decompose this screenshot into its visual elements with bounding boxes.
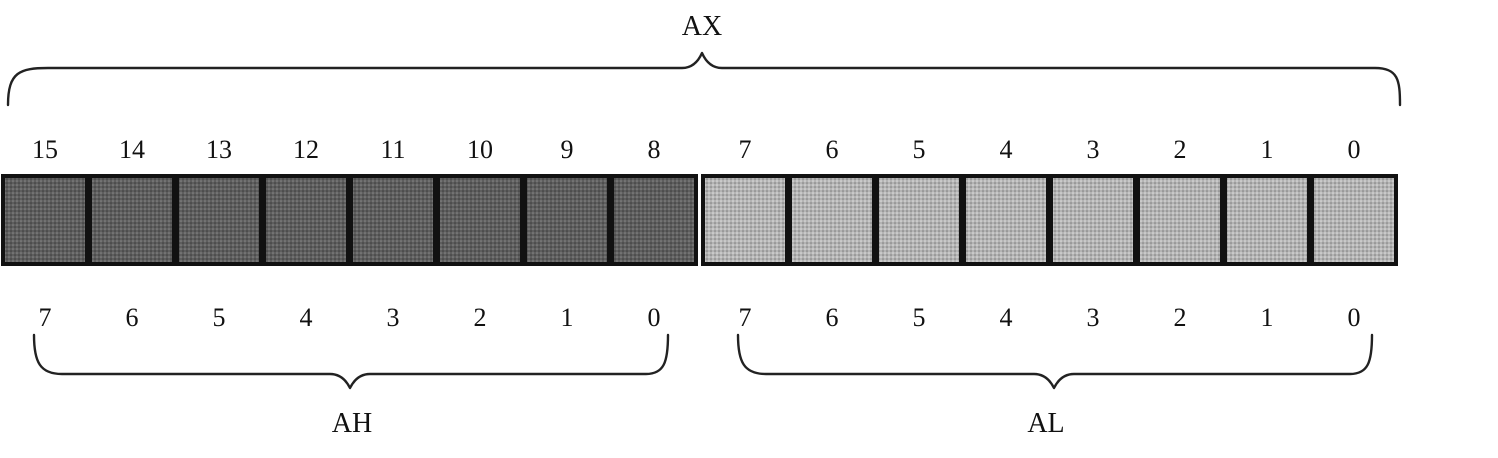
ax-bit-label-14: 14 — [119, 135, 145, 164]
al-byte-cells — [701, 174, 1398, 266]
ah-bit-label-4: 4 — [300, 303, 313, 332]
bit-cell-14 — [88, 174, 176, 266]
bit-cell-3 — [1049, 174, 1137, 266]
bit-cell-12 — [262, 174, 350, 266]
bit-cell-9 — [523, 174, 611, 266]
bit-cell-10 — [436, 174, 524, 266]
ax-bit-label-9: 9 — [561, 135, 574, 164]
bit-cell-6 — [788, 174, 876, 266]
bit-cell-4 — [962, 174, 1050, 266]
al-bit-label-0: 0 — [1348, 303, 1361, 332]
bit-cell-7 — [701, 174, 789, 266]
ax-label: AX — [682, 11, 722, 42]
al-bit-label-2: 2 — [1174, 303, 1187, 332]
ah-bit-labels: 7 6 5 4 3 2 1 0 — [39, 303, 661, 332]
bit-cell-15 — [1, 174, 89, 266]
ah-label: AH — [332, 408, 372, 439]
ax-bit-label-12: 12 — [293, 135, 319, 164]
al-bit-label-7: 7 — [739, 303, 752, 332]
al-brace — [736, 333, 1374, 390]
ax-bit-label-6: 6 — [826, 135, 839, 164]
al-label: AL — [1027, 408, 1064, 439]
al-bit-label-5: 5 — [913, 303, 926, 332]
ax-bit-label-4: 4 — [1000, 135, 1013, 164]
ax-bit-label-5: 5 — [913, 135, 926, 164]
ax-bit-label-8: 8 — [648, 135, 661, 164]
ah-bit-label-6: 6 — [126, 303, 139, 332]
al-bit-label-4: 4 — [1000, 303, 1013, 332]
ax-brace — [6, 51, 1402, 107]
bit-cell-5 — [875, 174, 963, 266]
bit-cell-2 — [1136, 174, 1224, 266]
ah-bit-label-1: 1 — [561, 303, 574, 332]
bit-cell-13 — [175, 174, 263, 266]
ah-bit-label-0: 0 — [648, 303, 661, 332]
al-bit-label-1: 1 — [1261, 303, 1274, 332]
ah-bit-label-7: 7 — [39, 303, 52, 332]
bit-cell-11 — [349, 174, 437, 266]
bit-cell-0 — [1310, 174, 1398, 266]
ah-bit-label-2: 2 — [474, 303, 487, 332]
bit-cell-1 — [1223, 174, 1311, 266]
ah-bit-label-5: 5 — [213, 303, 226, 332]
ah-byte-cells — [1, 174, 698, 266]
ax-bit-label-3: 3 — [1087, 135, 1100, 164]
ah-brace — [32, 333, 670, 390]
ax-bit-label-15: 15 — [32, 135, 58, 164]
al-bit-label-3: 3 — [1087, 303, 1100, 332]
ax-bit-label-11: 11 — [380, 135, 405, 164]
ax-bit-labels: 15 14 13 12 11 10 9 8 7 6 5 4 3 2 1 0 — [32, 135, 1361, 164]
al-bit-label-6: 6 — [826, 303, 839, 332]
ax-bit-label-13: 13 — [206, 135, 232, 164]
bit-cell-8 — [610, 174, 698, 266]
ax-bit-label-10: 10 — [467, 135, 493, 164]
ax-bit-label-2: 2 — [1174, 135, 1187, 164]
al-bit-labels: 7 6 5 4 3 2 1 0 — [739, 303, 1361, 332]
ax-bit-label-7: 7 — [739, 135, 752, 164]
ax-bit-label-1: 1 — [1261, 135, 1274, 164]
ah-bit-label-3: 3 — [387, 303, 400, 332]
ax-bit-label-0: 0 — [1348, 135, 1361, 164]
